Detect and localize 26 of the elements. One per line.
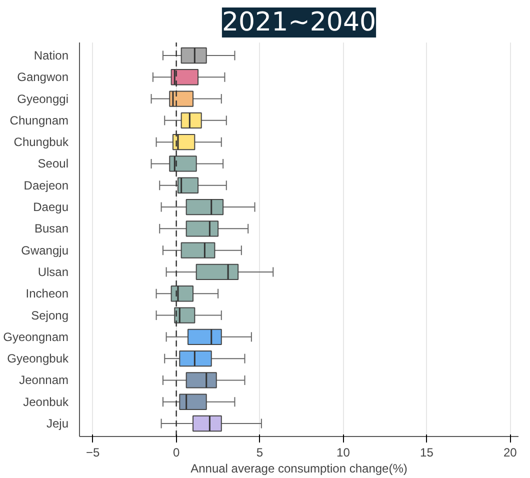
chart-title: 2021~2040 [222,8,376,38]
x-axis-title: Annual average consumption change(%) [190,462,408,476]
y-tick-label: Gyeongbuk [7,352,70,366]
y-tick-label: Nation [34,48,68,62]
x-tick-label: 15 [420,446,434,460]
x-tick-label: 20 [503,446,518,460]
y-tick-label: Daegu [33,200,69,214]
x-tick-label: 10 [336,446,350,460]
y-tick-label: Sejong [31,308,69,322]
y-tick-label: Gangwon [17,70,69,84]
y-tick-label: Seoul [38,156,69,171]
x-tick-label: 5 [256,446,264,460]
y-tick-label: Incheon [26,286,68,301]
x-tick-label: 0 [172,446,180,460]
y-tick-label: Gyeongnam [3,330,69,344]
y-tick-label: Jeonbuk [23,394,70,409]
y-tick-label: Gwangju [21,243,69,258]
y-tick-label: Jeonnam [19,373,69,388]
y-tick-label: Ulsan [38,264,69,279]
y-tick-label: Chungbuk [14,135,70,150]
y-tick-label: Daejeon [24,178,68,192]
y-tick-label: Jeju [46,416,68,431]
x-tick-label: −5 [86,446,100,460]
y-tick-label: Busan [34,222,69,236]
y-tick-label: Chungnam [10,113,69,128]
y-tick-label: Gyeonggi [17,92,69,106]
